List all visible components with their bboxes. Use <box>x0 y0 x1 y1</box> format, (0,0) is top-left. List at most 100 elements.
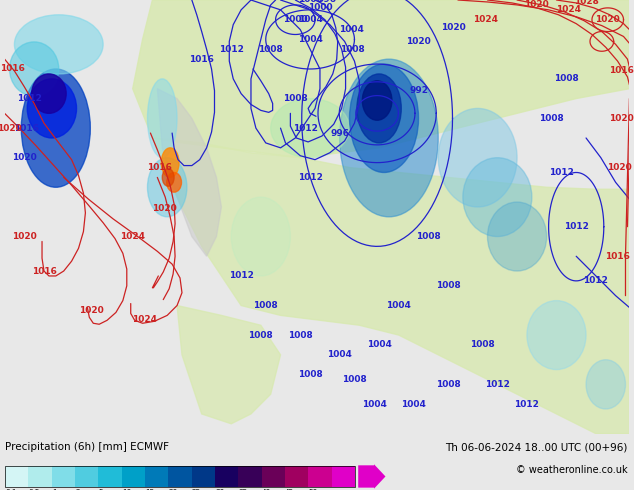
Text: 1020: 1020 <box>595 15 620 24</box>
Text: 1020: 1020 <box>0 123 22 133</box>
Ellipse shape <box>488 202 547 271</box>
Text: 1020: 1020 <box>441 23 465 32</box>
Ellipse shape <box>438 108 517 207</box>
Ellipse shape <box>22 69 90 187</box>
Text: 1024: 1024 <box>132 315 157 324</box>
Ellipse shape <box>340 59 438 217</box>
Text: 1016: 1016 <box>605 252 630 261</box>
Bar <box>5 466 355 487</box>
Text: 1004: 1004 <box>366 341 392 349</box>
Ellipse shape <box>32 74 66 113</box>
Text: 1008: 1008 <box>283 94 307 103</box>
Ellipse shape <box>463 158 532 237</box>
Text: 1012: 1012 <box>564 222 588 231</box>
Bar <box>191 466 215 487</box>
Text: Precipitation (6h) [mm] ECMWF: Precipitation (6h) [mm] ECMWF <box>5 442 169 452</box>
Bar <box>29 466 52 487</box>
Text: 1008: 1008 <box>258 45 283 54</box>
Bar <box>52 466 75 487</box>
Text: 1012: 1012 <box>229 271 254 280</box>
Text: 1012: 1012 <box>549 168 574 177</box>
Bar <box>308 466 332 487</box>
Ellipse shape <box>162 169 174 186</box>
Text: 1016: 1016 <box>147 163 172 172</box>
Polygon shape <box>177 306 280 424</box>
Text: 1008: 1008 <box>436 281 460 290</box>
Polygon shape <box>133 0 630 158</box>
Text: 1004: 1004 <box>362 399 387 409</box>
Text: 1012: 1012 <box>514 399 540 409</box>
Text: 1004: 1004 <box>327 350 352 359</box>
Ellipse shape <box>15 15 103 74</box>
Text: 1016: 1016 <box>190 54 214 64</box>
Text: 1008: 1008 <box>436 380 460 389</box>
Ellipse shape <box>27 79 77 138</box>
Bar <box>122 466 145 487</box>
Text: 1008: 1008 <box>342 375 367 384</box>
Bar <box>145 466 169 487</box>
Ellipse shape <box>10 42 59 96</box>
Bar <box>262 466 285 487</box>
Text: 992: 992 <box>409 86 428 95</box>
Ellipse shape <box>167 172 181 192</box>
Text: 1004: 1004 <box>401 399 426 409</box>
Text: 1000: 1000 <box>307 3 332 12</box>
Ellipse shape <box>161 148 179 177</box>
Ellipse shape <box>357 74 401 143</box>
Text: 1012: 1012 <box>298 173 323 182</box>
Ellipse shape <box>586 360 626 409</box>
Bar <box>75 466 98 487</box>
Ellipse shape <box>148 158 187 217</box>
Bar <box>238 466 262 487</box>
Bar <box>5 466 29 487</box>
Text: 1004: 1004 <box>386 301 411 310</box>
Text: 1024: 1024 <box>556 5 581 14</box>
Ellipse shape <box>527 300 586 369</box>
Bar <box>215 466 238 487</box>
Bar <box>332 466 355 487</box>
Text: 1012: 1012 <box>583 276 609 285</box>
Text: 1020: 1020 <box>152 204 177 214</box>
Text: 1012: 1012 <box>219 45 243 54</box>
Bar <box>285 466 308 487</box>
Text: 1008: 1008 <box>340 45 365 54</box>
Text: 1012: 1012 <box>485 380 510 389</box>
Ellipse shape <box>363 81 392 120</box>
Text: 996: 996 <box>318 0 337 4</box>
Text: 1016: 1016 <box>32 267 56 275</box>
FancyArrow shape <box>358 465 385 489</box>
Text: 1008: 1008 <box>539 114 564 123</box>
Text: 1016: 1016 <box>609 67 634 75</box>
Text: 1020: 1020 <box>79 306 104 315</box>
Text: 1004: 1004 <box>339 25 364 34</box>
Ellipse shape <box>271 98 349 158</box>
Text: 1028: 1028 <box>574 0 598 6</box>
Text: 1024: 1024 <box>120 232 145 241</box>
Text: 1008: 1008 <box>249 331 273 340</box>
Text: 1020: 1020 <box>607 163 632 172</box>
Text: 1008: 1008 <box>554 74 579 83</box>
Text: Th 06-06-2024 18..00 UTC (00+96): Th 06-06-2024 18..00 UTC (00+96) <box>445 442 628 452</box>
Polygon shape <box>157 89 221 256</box>
Text: 1016: 1016 <box>14 123 39 133</box>
Ellipse shape <box>349 64 418 172</box>
Text: 1000: 1000 <box>298 0 323 4</box>
Bar <box>169 466 191 487</box>
Bar <box>98 466 122 487</box>
Text: 1008: 1008 <box>470 341 495 349</box>
Text: 1012: 1012 <box>16 94 42 103</box>
Text: 1020: 1020 <box>524 0 549 9</box>
Text: © weatheronline.co.uk: © weatheronline.co.uk <box>516 466 628 475</box>
Text: 996: 996 <box>330 128 349 138</box>
Polygon shape <box>152 138 630 434</box>
Text: 1024: 1024 <box>473 15 498 24</box>
Text: 1012: 1012 <box>293 123 318 133</box>
Ellipse shape <box>231 197 290 276</box>
Text: 1000: 1000 <box>283 15 307 24</box>
Text: 1020: 1020 <box>609 114 634 123</box>
Text: 1004: 1004 <box>298 15 323 24</box>
Ellipse shape <box>148 79 177 158</box>
Text: 1008: 1008 <box>298 370 323 379</box>
Text: 1020: 1020 <box>12 153 37 162</box>
Text: 1008: 1008 <box>288 331 313 340</box>
